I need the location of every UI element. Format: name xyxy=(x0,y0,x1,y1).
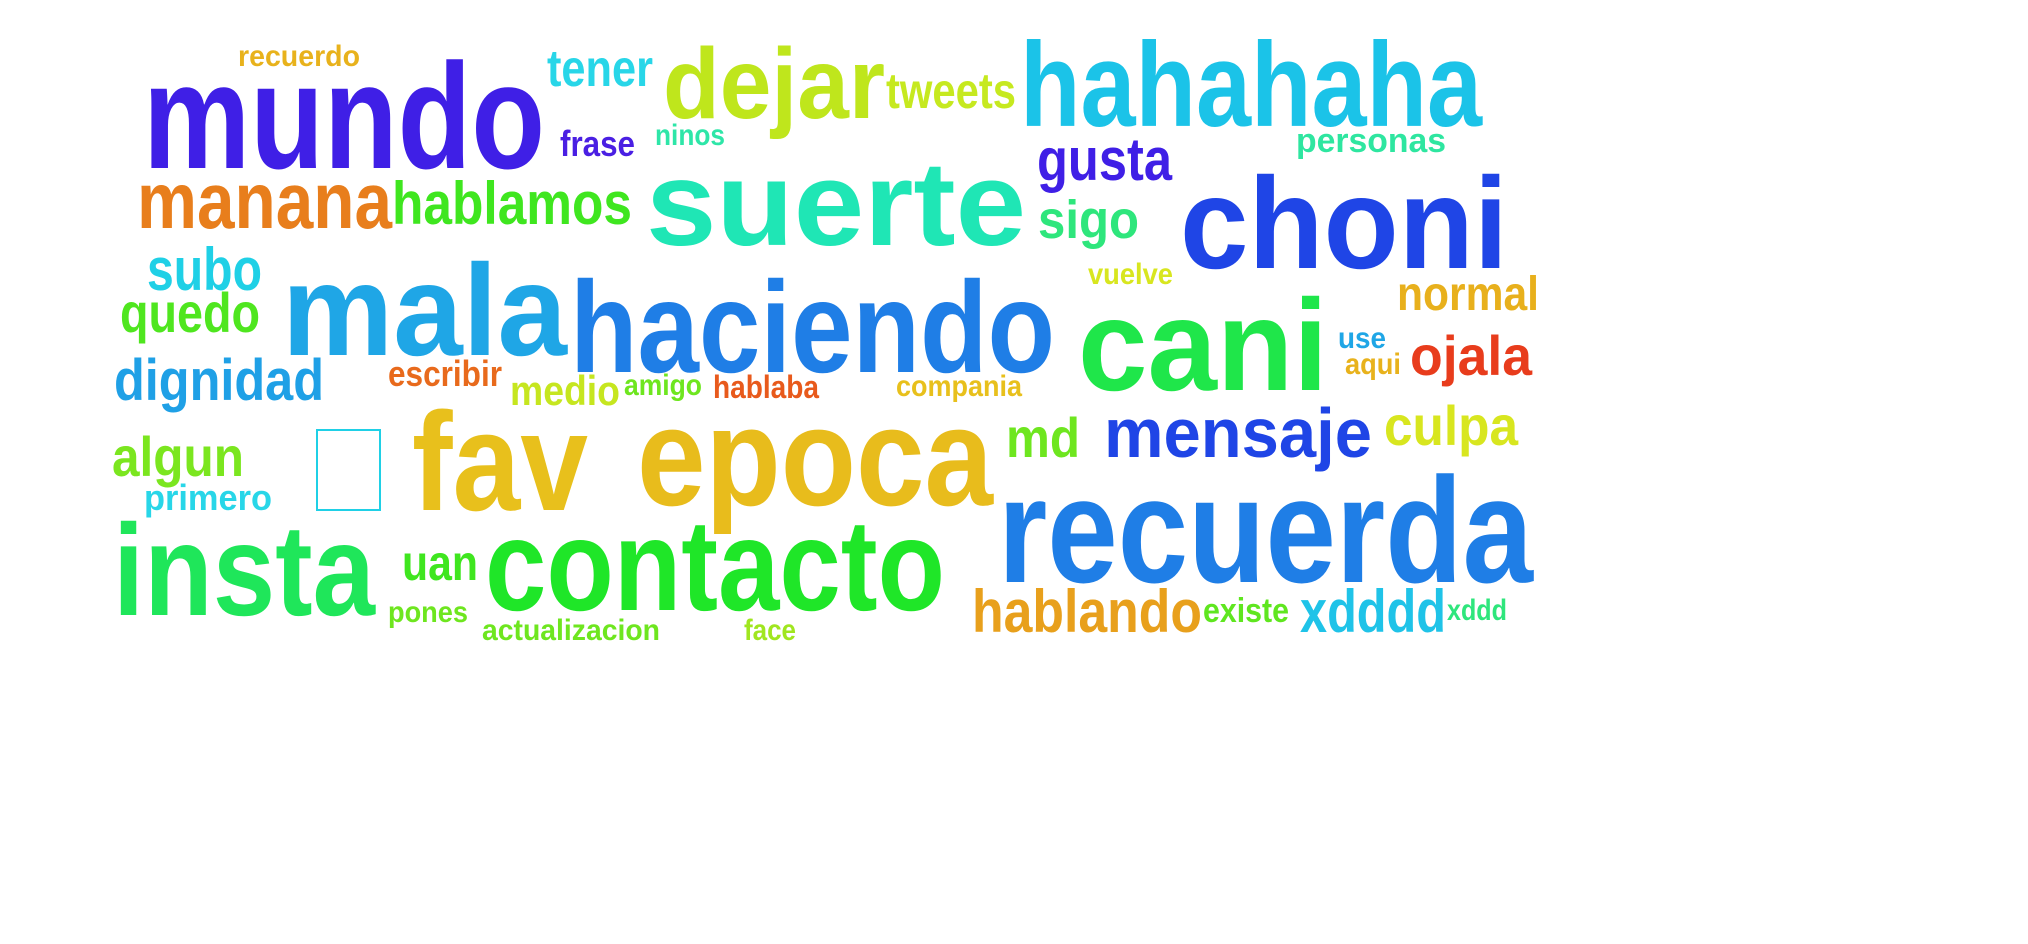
word-algun: algun xyxy=(112,425,244,488)
word-personas: personas xyxy=(1296,122,1446,160)
word-suerte: suerte xyxy=(646,137,1026,271)
word-ojala: ojala xyxy=(1410,324,1533,387)
word-tener: tener xyxy=(547,40,653,98)
word-tweets: tweets xyxy=(886,63,1016,119)
word-actualizacion: actualizacion xyxy=(482,614,660,647)
word-gusta: gusta xyxy=(1037,126,1173,193)
word-mundo: mundo xyxy=(143,32,545,200)
word-hahahaha: hahahaha xyxy=(1020,18,1483,152)
word-frase: frase xyxy=(560,123,635,164)
word-mala: mala xyxy=(282,237,569,383)
word-insta: insta xyxy=(113,497,376,643)
word-escribir: escribir xyxy=(388,353,502,394)
word-recuerdo: recuerdo xyxy=(238,40,360,73)
missing-glyph-box xyxy=(316,429,381,511)
word-face: face xyxy=(744,614,796,647)
word-sigo: sigo xyxy=(1038,190,1139,250)
word-choni: choni xyxy=(1180,150,1508,296)
word-use: use xyxy=(1338,322,1386,355)
word-primero: primero xyxy=(144,477,272,518)
word-compania: compania xyxy=(896,370,1022,403)
word-dignidad: dignidad xyxy=(114,348,324,413)
word-mensaje: mensaje xyxy=(1104,394,1372,472)
word-manana: manana xyxy=(137,156,392,245)
word-hablamos: hablamos xyxy=(392,170,632,237)
word-culpa: culpa xyxy=(1384,394,1519,457)
word-hablando: hablando xyxy=(972,578,1202,645)
word-dejar: dejar xyxy=(663,28,885,140)
word-fav: fav xyxy=(412,383,588,540)
word-uan: uan xyxy=(402,535,478,591)
word-haciendo: haciendo xyxy=(570,254,1055,400)
word-xddd: xddd xyxy=(1447,594,1507,627)
word-medio: medio xyxy=(510,367,620,414)
word-cani: cani xyxy=(1078,272,1328,418)
word-existe: existe xyxy=(1203,592,1289,630)
words-layer: recuerdo tener dejar tweets hahahaha mundo fra… xyxy=(112,18,1539,647)
word-amigo: amigo xyxy=(624,369,702,402)
word-pones: pones xyxy=(388,596,468,629)
word-normal: normal xyxy=(1397,268,1539,321)
word-epoca: epoca xyxy=(637,378,994,535)
word-md: md xyxy=(1006,406,1080,469)
word-ninos: ninos xyxy=(655,119,725,152)
word-aqui: aqui xyxy=(1345,348,1401,381)
word-vuelve: vuelve xyxy=(1088,258,1173,291)
word-xdddd: xdddd xyxy=(1300,578,1446,645)
word-hablaba: hablaba xyxy=(713,369,819,405)
word-contacto: contacto xyxy=(485,492,945,638)
word-recuerda: recuerda xyxy=(998,446,1534,614)
word-quedo: quedo xyxy=(120,281,260,344)
word-subo: subo xyxy=(147,236,262,303)
